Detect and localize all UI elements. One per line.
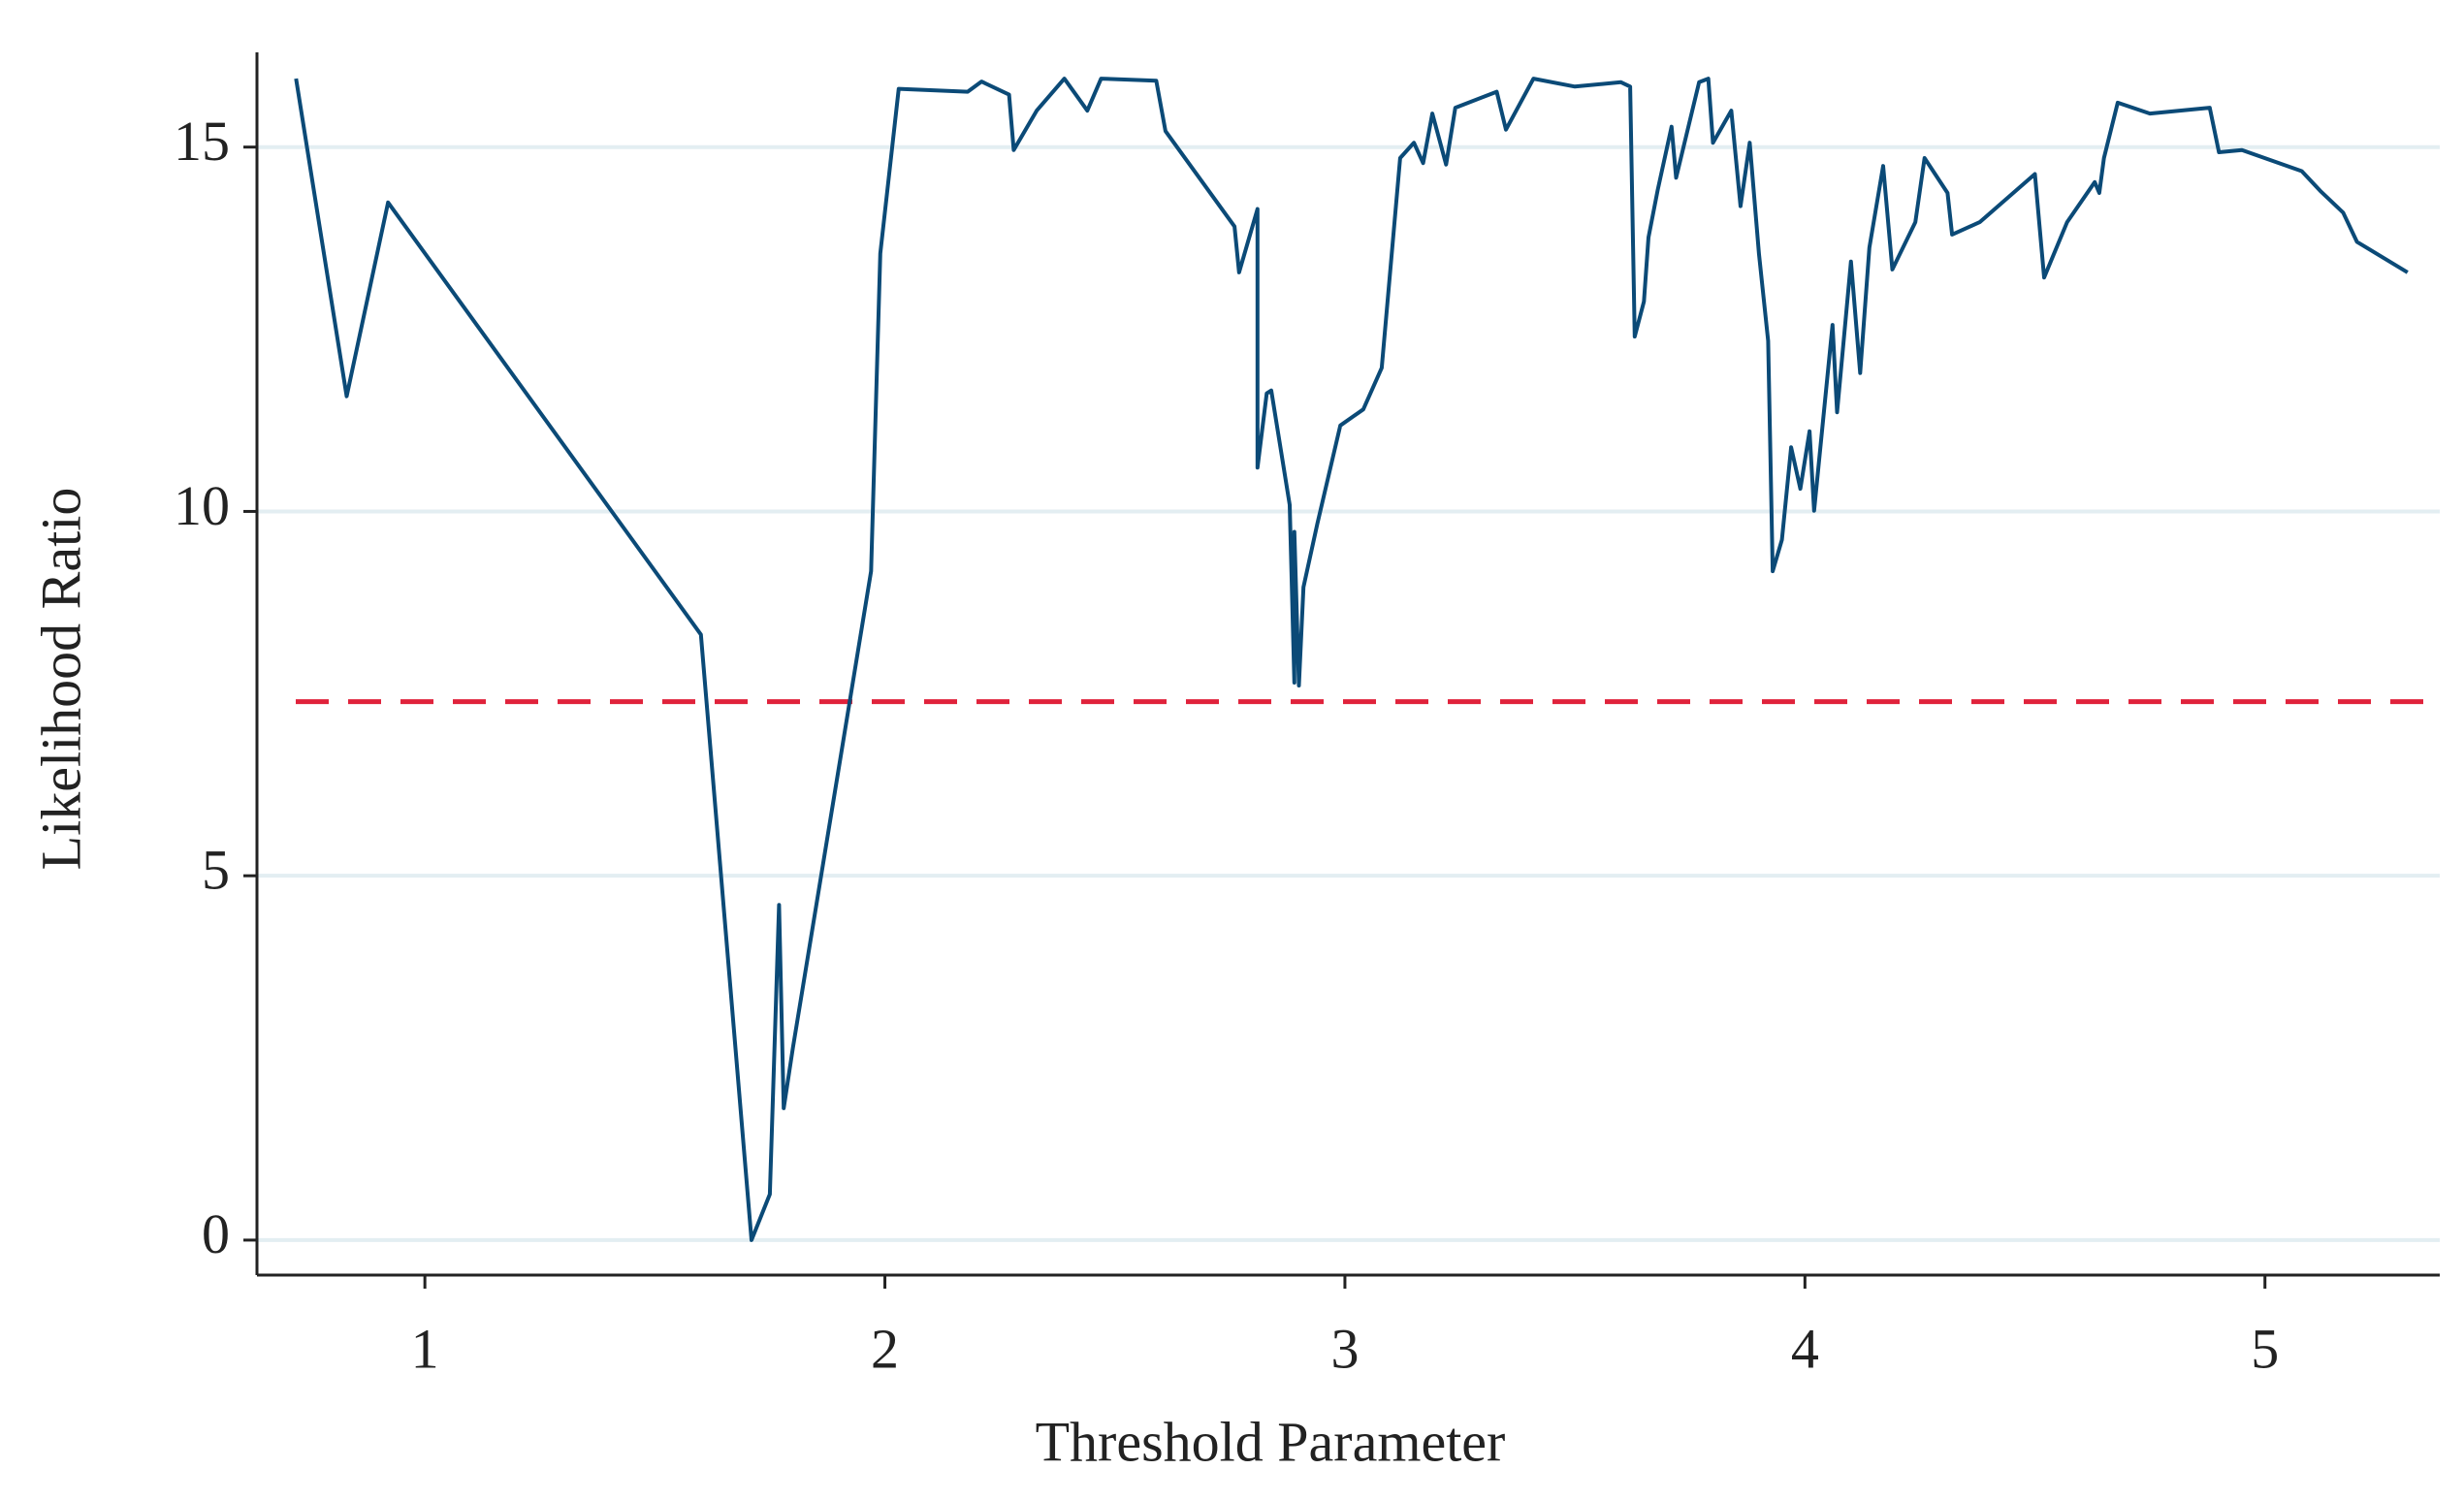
x-tick-label: 2 (871, 1317, 899, 1380)
y-axis-title: Likelihood Ratio (29, 488, 92, 871)
x-tick-label: 5 (2251, 1317, 2279, 1380)
x-tick-label: 3 (1330, 1317, 1359, 1380)
y-tick-label: 5 (202, 838, 230, 901)
x-tick-label: 1 (411, 1317, 439, 1380)
y-tick-label: 10 (174, 474, 230, 537)
x-tick-label: 4 (1791, 1317, 1819, 1380)
data-line (294, 77, 2409, 1242)
x-axis-title: Threshold Parameter (1036, 1410, 1506, 1473)
y-tick-label: 15 (174, 110, 230, 173)
y-tick-label: 0 (202, 1202, 230, 1265)
